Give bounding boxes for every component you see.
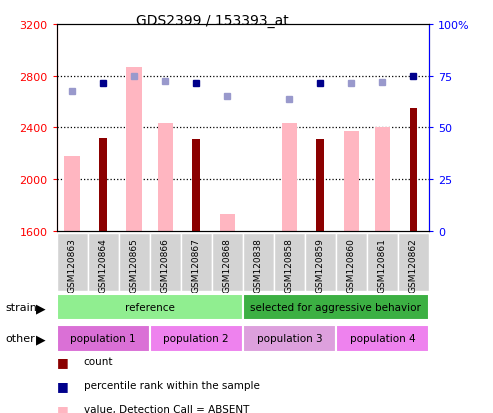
Bar xyxy=(243,325,336,352)
Bar xyxy=(119,233,150,291)
Bar xyxy=(367,233,398,291)
Text: GSM120862: GSM120862 xyxy=(409,238,418,292)
Bar xyxy=(57,325,150,352)
Text: GSM120859: GSM120859 xyxy=(316,238,325,293)
Text: GSM120838: GSM120838 xyxy=(254,238,263,293)
Bar xyxy=(127,67,142,231)
Bar xyxy=(150,233,181,291)
Text: GSM120858: GSM120858 xyxy=(285,238,294,293)
Text: ■: ■ xyxy=(57,355,69,368)
Text: ■: ■ xyxy=(57,379,69,392)
Bar xyxy=(274,233,305,291)
Text: GSM120865: GSM120865 xyxy=(130,238,139,293)
Bar xyxy=(212,233,243,291)
Text: selected for aggressive behavior: selected for aggressive behavior xyxy=(250,303,422,313)
Text: percentile rank within the sample: percentile rank within the sample xyxy=(84,380,260,390)
Text: reference: reference xyxy=(125,303,175,313)
Bar xyxy=(100,138,107,231)
Text: population 1: population 1 xyxy=(70,334,136,344)
Text: GSM120864: GSM120864 xyxy=(99,238,108,292)
Bar xyxy=(192,140,200,231)
Bar xyxy=(88,233,119,291)
Text: GSM120866: GSM120866 xyxy=(161,238,170,293)
Text: count: count xyxy=(84,356,113,366)
Bar xyxy=(243,295,429,321)
Text: population 4: population 4 xyxy=(350,334,415,344)
Bar xyxy=(398,233,429,291)
Bar xyxy=(336,233,367,291)
Bar xyxy=(305,233,336,291)
Text: value, Detection Call = ABSENT: value, Detection Call = ABSENT xyxy=(84,404,249,413)
Text: GDS2399 / 153393_at: GDS2399 / 153393_at xyxy=(136,14,288,28)
Text: population 2: population 2 xyxy=(164,334,229,344)
Bar xyxy=(157,124,173,231)
Bar xyxy=(336,325,429,352)
Text: strain: strain xyxy=(5,303,37,313)
Bar xyxy=(181,233,212,291)
Text: population 3: population 3 xyxy=(256,334,322,344)
Text: GSM120868: GSM120868 xyxy=(223,238,232,293)
Bar xyxy=(57,233,88,291)
Bar xyxy=(243,233,274,291)
Text: ▶: ▶ xyxy=(36,332,46,345)
Bar xyxy=(344,132,359,231)
Bar xyxy=(282,124,297,231)
Bar xyxy=(57,295,243,321)
Bar xyxy=(150,325,243,352)
Bar xyxy=(219,214,235,231)
Bar xyxy=(65,157,80,231)
Bar xyxy=(410,109,417,231)
Text: ▶: ▶ xyxy=(36,301,46,314)
Text: GSM120860: GSM120860 xyxy=(347,238,356,293)
Text: GSM120867: GSM120867 xyxy=(192,238,201,293)
Text: ■: ■ xyxy=(57,403,69,413)
Text: GSM120861: GSM120861 xyxy=(378,238,387,293)
Text: GSM120863: GSM120863 xyxy=(68,238,77,293)
Bar xyxy=(317,140,324,231)
Bar xyxy=(375,128,390,231)
Text: other: other xyxy=(5,334,35,344)
